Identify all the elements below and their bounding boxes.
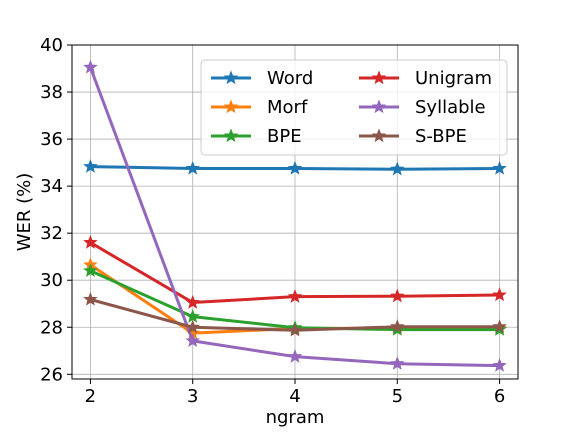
legend-label: S-BPE xyxy=(415,126,467,147)
x-axis: 2 3 4 5 6 xyxy=(85,379,505,407)
legend-item-s-bpe: S-BPE xyxy=(359,126,467,147)
data-point-word xyxy=(83,158,98,173)
y-axis-label: WER (%) xyxy=(14,173,35,252)
data-point-s-bpe xyxy=(287,322,303,337)
x-tick-label: 3 xyxy=(187,386,198,407)
data-point-s-bpe xyxy=(185,319,200,334)
data-point-syllable xyxy=(287,349,303,363)
series-syllable xyxy=(83,59,507,372)
data-point-word xyxy=(390,161,405,176)
legend-item-morf: Morf xyxy=(211,97,308,118)
series-s-bpe xyxy=(83,291,507,337)
data-point-unigram xyxy=(492,287,507,302)
data-point-bpe xyxy=(83,263,98,277)
y-tick-label: 36 xyxy=(40,129,63,150)
legend-star-marker xyxy=(371,70,387,85)
legend-star-marker xyxy=(223,128,239,143)
x-tick-label: 2 xyxy=(85,386,96,407)
y-tick-label: 40 xyxy=(40,35,63,56)
y-axis: 26 28 30 32 34 36 38 40 xyxy=(40,35,72,385)
legend-item-word: Word xyxy=(211,68,313,89)
legend: Word Morf BPE Unigram Syllable S-BPE xyxy=(200,59,508,156)
legend-star-marker xyxy=(223,99,239,114)
data-point-syllable xyxy=(492,357,507,372)
legend-label: Syllable xyxy=(415,97,486,118)
data-point-unigram xyxy=(287,289,303,303)
data-point-syllable xyxy=(83,59,98,74)
x-axis-label: ngram xyxy=(266,407,325,428)
data-point-word xyxy=(492,160,507,175)
series-unigram xyxy=(83,234,507,309)
y-tick-label: 32 xyxy=(40,223,63,244)
y-tick-label: 30 xyxy=(40,270,63,291)
legend-label: BPE xyxy=(267,126,302,147)
data-point-unigram xyxy=(83,234,98,249)
legend-star-marker xyxy=(223,70,239,85)
legend-star-marker xyxy=(371,99,387,114)
data-point-syllable xyxy=(185,333,200,348)
y-tick-label: 38 xyxy=(40,82,63,103)
legend-star-marker xyxy=(371,128,387,143)
x-tick-label: 5 xyxy=(392,386,403,407)
series-layer xyxy=(83,59,507,372)
data-point-s-bpe xyxy=(492,319,507,333)
legend-label: Unigram xyxy=(415,68,492,89)
data-point-bpe xyxy=(185,309,200,323)
data-point-unigram xyxy=(185,294,200,309)
legend-box xyxy=(200,59,508,156)
y-tick-label: 28 xyxy=(40,317,63,338)
legend-item-unigram: Unigram xyxy=(359,68,492,89)
data-point-s-bpe xyxy=(390,319,405,333)
y-tick-label: 26 xyxy=(40,364,63,385)
data-point-unigram xyxy=(390,288,405,303)
legend-item-syllable: Syllable xyxy=(359,97,486,118)
legend-label: Morf xyxy=(267,97,308,118)
legend-item-bpe: BPE xyxy=(211,126,302,147)
data-point-word xyxy=(287,160,303,175)
y-tick-label: 34 xyxy=(40,176,63,197)
x-tick-label: 6 xyxy=(494,386,505,407)
series-word xyxy=(83,158,507,176)
x-tick-label: 4 xyxy=(289,386,300,407)
legend-label: Word xyxy=(267,68,313,89)
data-point-word xyxy=(185,160,200,175)
data-point-syllable xyxy=(390,356,405,370)
data-point-s-bpe xyxy=(83,291,98,306)
